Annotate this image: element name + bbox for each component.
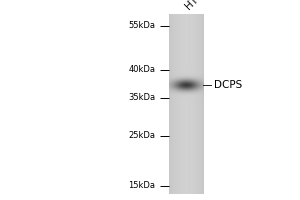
Text: HT-29: HT-29 xyxy=(183,0,211,11)
Text: 40kDa: 40kDa xyxy=(128,66,155,74)
Text: DCPS: DCPS xyxy=(214,80,242,90)
Text: 55kDa: 55kDa xyxy=(128,21,155,30)
Text: 25kDa: 25kDa xyxy=(128,132,155,140)
Text: 15kDa: 15kDa xyxy=(128,182,155,190)
Text: 35kDa: 35kDa xyxy=(128,94,155,102)
